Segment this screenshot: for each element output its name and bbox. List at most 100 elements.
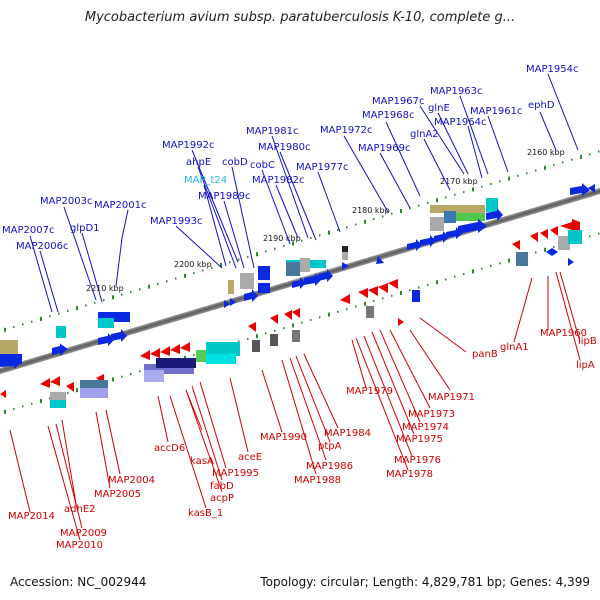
scale-tick [112, 295, 114, 300]
gene-label: glpD1 [70, 223, 100, 234]
scale-tick [490, 183, 492, 185]
scale-tick [130, 373, 132, 375]
gene-label: MAP2004 [108, 475, 155, 486]
feature-block [430, 217, 444, 231]
feature-block [292, 330, 300, 342]
scale-tick [4, 327, 6, 332]
scale-tick [4, 409, 6, 414]
gene-arrow [568, 258, 574, 266]
gene-arrow [62, 345, 68, 353]
scale-tick [553, 246, 555, 249]
gene-arrow [434, 231, 449, 243]
scale-tick [238, 258, 240, 261]
gene-arrow [40, 378, 50, 388]
feature-block [342, 252, 348, 260]
feature-block [300, 258, 310, 272]
gene-label: MAP2007c [2, 225, 54, 236]
gene-label: MAP1964c [434, 117, 486, 128]
scale-tick [274, 247, 276, 250]
scale-tick [589, 235, 591, 238]
feature-block [258, 283, 270, 293]
scale-tick [382, 297, 384, 300]
feature-block [144, 364, 194, 374]
gene-arrow [230, 298, 236, 306]
gene-label: lipA [576, 360, 595, 371]
feature-block [430, 205, 485, 213]
scale-tick [409, 207, 411, 210]
feature-block [50, 400, 66, 408]
gene-label: adhE2 [64, 504, 96, 515]
scale-tick [211, 266, 213, 269]
gene-label: MAP1961c [470, 106, 522, 117]
scale-tick [283, 245, 285, 248]
gene-arrow [378, 283, 388, 293]
scale-tick [274, 329, 276, 332]
scale-tick [319, 316, 321, 319]
scale-tick [265, 250, 267, 253]
scale-tick [598, 150, 600, 153]
scale-tick [400, 291, 402, 295]
scale-tick [22, 323, 24, 326]
gene-arrow [376, 256, 384, 264]
scale-tick [418, 286, 420, 289]
gene-label: MAP2010 [56, 540, 103, 551]
scale-tick [58, 312, 60, 315]
scale-tick [382, 215, 384, 218]
gene-label: MAP1974 [402, 422, 449, 433]
gene-arrow [458, 219, 487, 234]
scale-tick [76, 388, 78, 393]
scale-tick [67, 391, 69, 394]
feature-block [270, 334, 278, 346]
feature-block [50, 392, 66, 402]
scale-tick [364, 301, 366, 306]
kbp-labels: 2160 kbp 2170 kbp 2180 kbp 2190 kbp 2200… [86, 148, 565, 293]
scale-tick [328, 312, 330, 317]
scale-tick [301, 321, 303, 324]
gene-label: ahpE [186, 157, 211, 168]
scale-tick [355, 223, 357, 226]
scale-tick [553, 164, 555, 167]
scale-tick [49, 397, 51, 400]
reverse-features [0, 219, 582, 408]
gene-label: glnA1 [500, 342, 529, 353]
scale-tick [184, 273, 186, 278]
gene-arrow [292, 277, 306, 289]
gene-arrow [588, 184, 595, 193]
feature-block [516, 252, 528, 266]
feature-block [80, 388, 108, 398]
gene-arrow [248, 322, 256, 332]
feature-block [366, 306, 374, 318]
gene-label: kasB_1 [188, 508, 223, 519]
scale-tick [580, 155, 582, 159]
gene-label: aceE [238, 452, 262, 463]
scale-tick [598, 232, 600, 235]
kbp-label: 2160 kbp [527, 148, 565, 157]
gene-label: MAP1969c [358, 143, 410, 154]
scale-tick [31, 320, 33, 323]
gene-label: MAP_t24 [184, 175, 227, 186]
kbp-label: 2180 kbp [352, 206, 390, 215]
gene-label: MAP1972c [320, 125, 372, 136]
gene-label: panB [472, 349, 498, 360]
scale-tick [193, 272, 195, 275]
feature-block [80, 380, 108, 388]
scale-tick [13, 326, 15, 329]
kbp-label: 2200 kbp [174, 260, 212, 269]
feature-block [206, 342, 240, 356]
gene-arrow [420, 235, 436, 247]
scale-tick [157, 282, 159, 285]
gene-label: kasA [190, 456, 214, 467]
scale-tick [85, 304, 87, 307]
top-gene-labels: MAP1954c ephD MAP1963c MAP1967c glnE MAP… [2, 64, 578, 252]
scale-tick [49, 315, 51, 318]
scale-tick [283, 327, 285, 330]
gene-arrow [244, 289, 258, 302]
scale-tick [139, 370, 141, 373]
gene-label: MAP1993c [150, 216, 202, 227]
gene-label: cobC [250, 160, 275, 171]
gene-arrow [550, 226, 558, 236]
feature-block [98, 318, 114, 328]
gene-arrow [98, 333, 114, 346]
scale-tick [310, 319, 312, 321]
